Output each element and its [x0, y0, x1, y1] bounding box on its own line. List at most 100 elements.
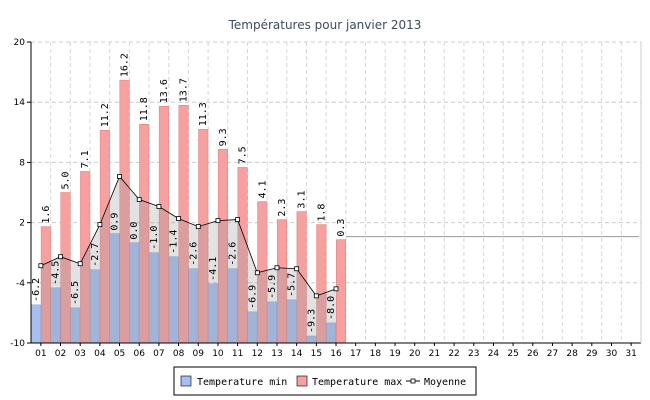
x-tick-label: 18 [370, 349, 382, 359]
average-marker [215, 218, 221, 223]
average-fill [40, 176, 336, 343]
data-label-max: 2.3 [277, 199, 288, 217]
average-marker [58, 254, 63, 260]
x-tick-label: 27 [547, 349, 558, 359]
x-tick-label: 17 [350, 349, 361, 359]
average-marker [313, 293, 319, 299]
data-label-min: -4.1 [208, 257, 219, 281]
data-labels: -6.2 -4.5 -6.5 -2.7 0.9 0.0 -1.0 -1.4 -2.6 -4.1 -2… [31, 53, 347, 333]
average-marker [294, 266, 300, 272]
x-tick-label: 05 [114, 349, 125, 359]
y-tick-label: 8 [19, 158, 25, 168]
data-label-min: -2.6 [228, 242, 239, 266]
data-label-max: 7.5 [238, 146, 249, 164]
y-tick-label: -4 [16, 279, 25, 289]
x-tick-label: 14 [291, 349, 303, 359]
legend-label-avg: Moyenne [424, 377, 466, 388]
data-label-min: -2.6 [188, 242, 199, 266]
bar-min [30, 304, 41, 344]
data-label-min: -2.7 [90, 243, 101, 267]
x-tick-label: 04 [94, 349, 106, 359]
x-tick-label: 12 [252, 349, 263, 359]
x-tick-label: 20 [409, 349, 421, 359]
average-area [40, 176, 336, 343]
x-tick-label: 15 [311, 349, 322, 359]
data-label-min: -9.3 [306, 309, 317, 333]
legend: Temperature min Temperature max Moyenne [173, 366, 477, 396]
y-tick-label: -10 [10, 339, 25, 349]
average-marker [117, 174, 122, 179]
legend-label-max: Temperature max [312, 377, 402, 388]
data-label-min: 0.0 [129, 222, 140, 240]
x-tick-label: 24 [488, 349, 500, 359]
average-marker [254, 270, 260, 276]
bar-max [336, 239, 346, 344]
legend-label-min: Temperature min [197, 377, 287, 388]
average-marker [235, 217, 241, 222]
x-tick-label: 07 [153, 349, 164, 359]
data-label-max: 3.1 [297, 191, 308, 209]
x-tick-label: 29 [586, 349, 598, 359]
data-label-max: 0.3 [336, 219, 347, 237]
data-label-min: -4.5 [51, 261, 62, 285]
average-marker [136, 197, 142, 202]
data-label-max: 4.1 [257, 180, 268, 198]
y-tick-label: 14 [14, 98, 26, 108]
y-tick-label: 20 [14, 38, 26, 48]
data-label-min: -6.9 [247, 285, 258, 309]
data-label-max: 11.8 [139, 97, 150, 121]
x-tick-label: 26 [527, 349, 539, 359]
data-label-max: 5.0 [61, 171, 72, 189]
data-label-max: 7.1 [80, 150, 91, 168]
x-tick-label: 22 [448, 349, 459, 359]
chart-title: Températures pour janvier 2013 [228, 18, 422, 32]
x-tick-label: 03 [74, 349, 85, 359]
legend-box [173, 366, 477, 396]
data-label-max: 1.6 [41, 206, 52, 224]
average-marker [38, 263, 44, 269]
average-line [38, 174, 339, 299]
data-label-min: -1.0 [149, 226, 160, 250]
legend-swatch-max [296, 375, 308, 387]
data-label-min: -6.2 [31, 278, 42, 302]
average-marker [333, 286, 339, 292]
legend-swatch-min [180, 375, 192, 387]
average-marker [274, 265, 280, 271]
data-label-max: 11.2 [100, 103, 111, 127]
x-tick-label: 11 [232, 349, 243, 359]
data-label-min: -5.9 [267, 275, 278, 299]
x-tick-label: 16 [330, 349, 342, 359]
data-label-max: 9.3 [218, 128, 229, 146]
average-marker [97, 222, 103, 228]
x-tick-label: 31 [625, 349, 636, 359]
average-marker [195, 224, 201, 230]
x-tick-label: 13 [271, 349, 282, 359]
data-label-max: 11.3 [198, 102, 209, 126]
x-tick-label: 10 [212, 349, 224, 359]
data-label-max: 13.7 [179, 78, 190, 102]
data-label-max: 1.8 [316, 204, 327, 222]
bars [30, 79, 346, 344]
x-tick-label: 09 [193, 349, 205, 359]
legend-marker-avg [410, 378, 416, 384]
average-marker [176, 216, 181, 221]
x-tick-label: 21 [429, 349, 440, 359]
x-tick-label: 06 [133, 349, 145, 359]
data-label-min: 0.9 [110, 213, 121, 231]
x-tick-label: 01 [35, 349, 46, 359]
average-marker [156, 204, 162, 209]
x-tick-label: 25 [507, 349, 518, 359]
data-label-min: -5.7 [287, 273, 298, 297]
x-tick-label: 28 [566, 349, 578, 359]
x-tick-label: 30 [606, 349, 618, 359]
data-label-max: 13.6 [159, 79, 170, 103]
x-tick-label: 08 [173, 349, 185, 359]
data-label-max: 16.2 [120, 53, 131, 77]
average-polyline [40, 175, 337, 297]
average-marker [77, 261, 83, 267]
y-tick-label: 2 [19, 219, 25, 229]
data-label-min: -8.0 [326, 296, 337, 320]
x-tick-label: 02 [55, 349, 66, 359]
x-tick-label: 19 [389, 349, 401, 359]
